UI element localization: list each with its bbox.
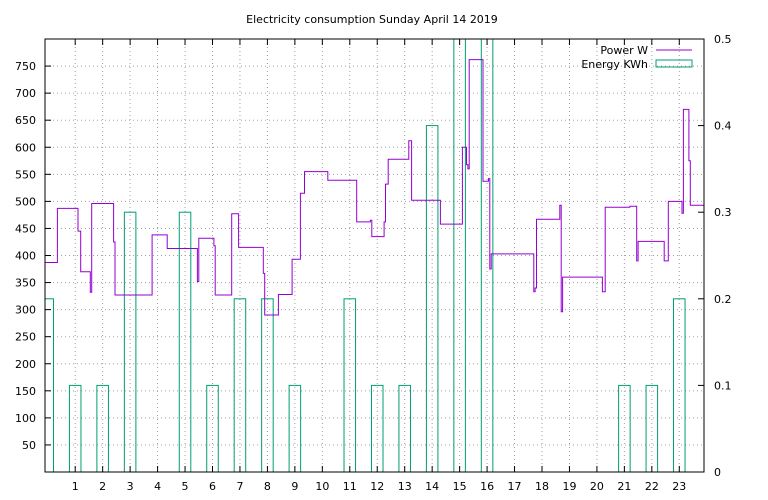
x-tick-label: 7	[236, 480, 243, 493]
y2-tick-label: 0.4	[714, 120, 732, 133]
y2-tick-label: 0.5	[714, 33, 732, 46]
x-tick-label: 19	[562, 480, 576, 493]
axis-ticks: 1 2 3 4 5 6 7 8 9 10 11 12 13 14 15 16 17 18 19 20 21 22 23501…	[15, 33, 732, 493]
grid	[45, 39, 704, 472]
y-tick-label: 200	[15, 358, 36, 371]
legend-swatch-energy	[655, 59, 693, 68]
x-tick-label: 13	[398, 480, 412, 493]
x-tick-label: 8	[264, 480, 271, 493]
x-tick-label: 5	[182, 480, 189, 493]
x-tick-label: 17	[508, 480, 522, 493]
x-tick-label: 9	[291, 480, 298, 493]
y-tick-label: 350	[15, 277, 36, 290]
x-tick-label: 20	[590, 480, 604, 493]
x-tick-label: 10	[315, 480, 329, 493]
legend-label-power: Power W	[600, 44, 648, 57]
x-tick-label: 4	[154, 480, 161, 493]
x-tick-label: 21	[617, 480, 631, 493]
x-tick-label: 14	[425, 480, 439, 493]
chart-title: Electricity consumption Sunday April 14 …	[246, 13, 498, 26]
y-tick-label: 500	[15, 195, 36, 208]
y-tick-label: 300	[15, 304, 36, 317]
x-tick-label: 22	[645, 480, 659, 493]
energy-bar	[343, 298, 357, 473]
y-tick-label: 100	[15, 412, 36, 425]
y-tick-label: 50	[22, 439, 36, 452]
x-tick-label: 11	[343, 480, 357, 493]
x-tick-label: 15	[453, 480, 467, 493]
energy-bar	[261, 298, 274, 473]
y2-tick-label: 0.3	[714, 206, 732, 219]
y-tick-label: 250	[15, 331, 36, 344]
y-tick-label: 150	[15, 385, 36, 398]
power-series	[45, 59, 704, 316]
x-tick-label: 1	[72, 480, 79, 493]
y2-tick-label: 0.2	[714, 293, 732, 306]
x-tick-label: 18	[535, 480, 549, 493]
y-tick-label: 650	[15, 114, 36, 127]
y2-tick-label: 0	[714, 466, 721, 479]
y-tick-label: 600	[15, 141, 36, 154]
energy-bar	[425, 125, 439, 473]
x-tick-label: 2	[99, 480, 106, 493]
y-tick-label: 750	[15, 60, 36, 73]
legend-label-energy: Energy KWh	[581, 58, 648, 71]
power-line	[45, 59, 704, 316]
y-tick-label: 550	[15, 168, 36, 181]
x-tick-label: 6	[209, 480, 216, 493]
y-tick-label: 700	[15, 87, 36, 100]
x-tick-label: 3	[127, 480, 134, 493]
y-tick-label: 400	[15, 250, 36, 263]
x-tick-label: 16	[480, 480, 494, 493]
x-tick-label: 12	[370, 480, 384, 493]
energy-bar	[44, 298, 55, 473]
y2-tick-label: 0.1	[714, 379, 732, 392]
y-tick-label: 450	[15, 222, 36, 235]
energy-bar	[233, 298, 247, 473]
x-tick-label: 23	[672, 480, 686, 493]
energy-bar	[673, 298, 686, 473]
